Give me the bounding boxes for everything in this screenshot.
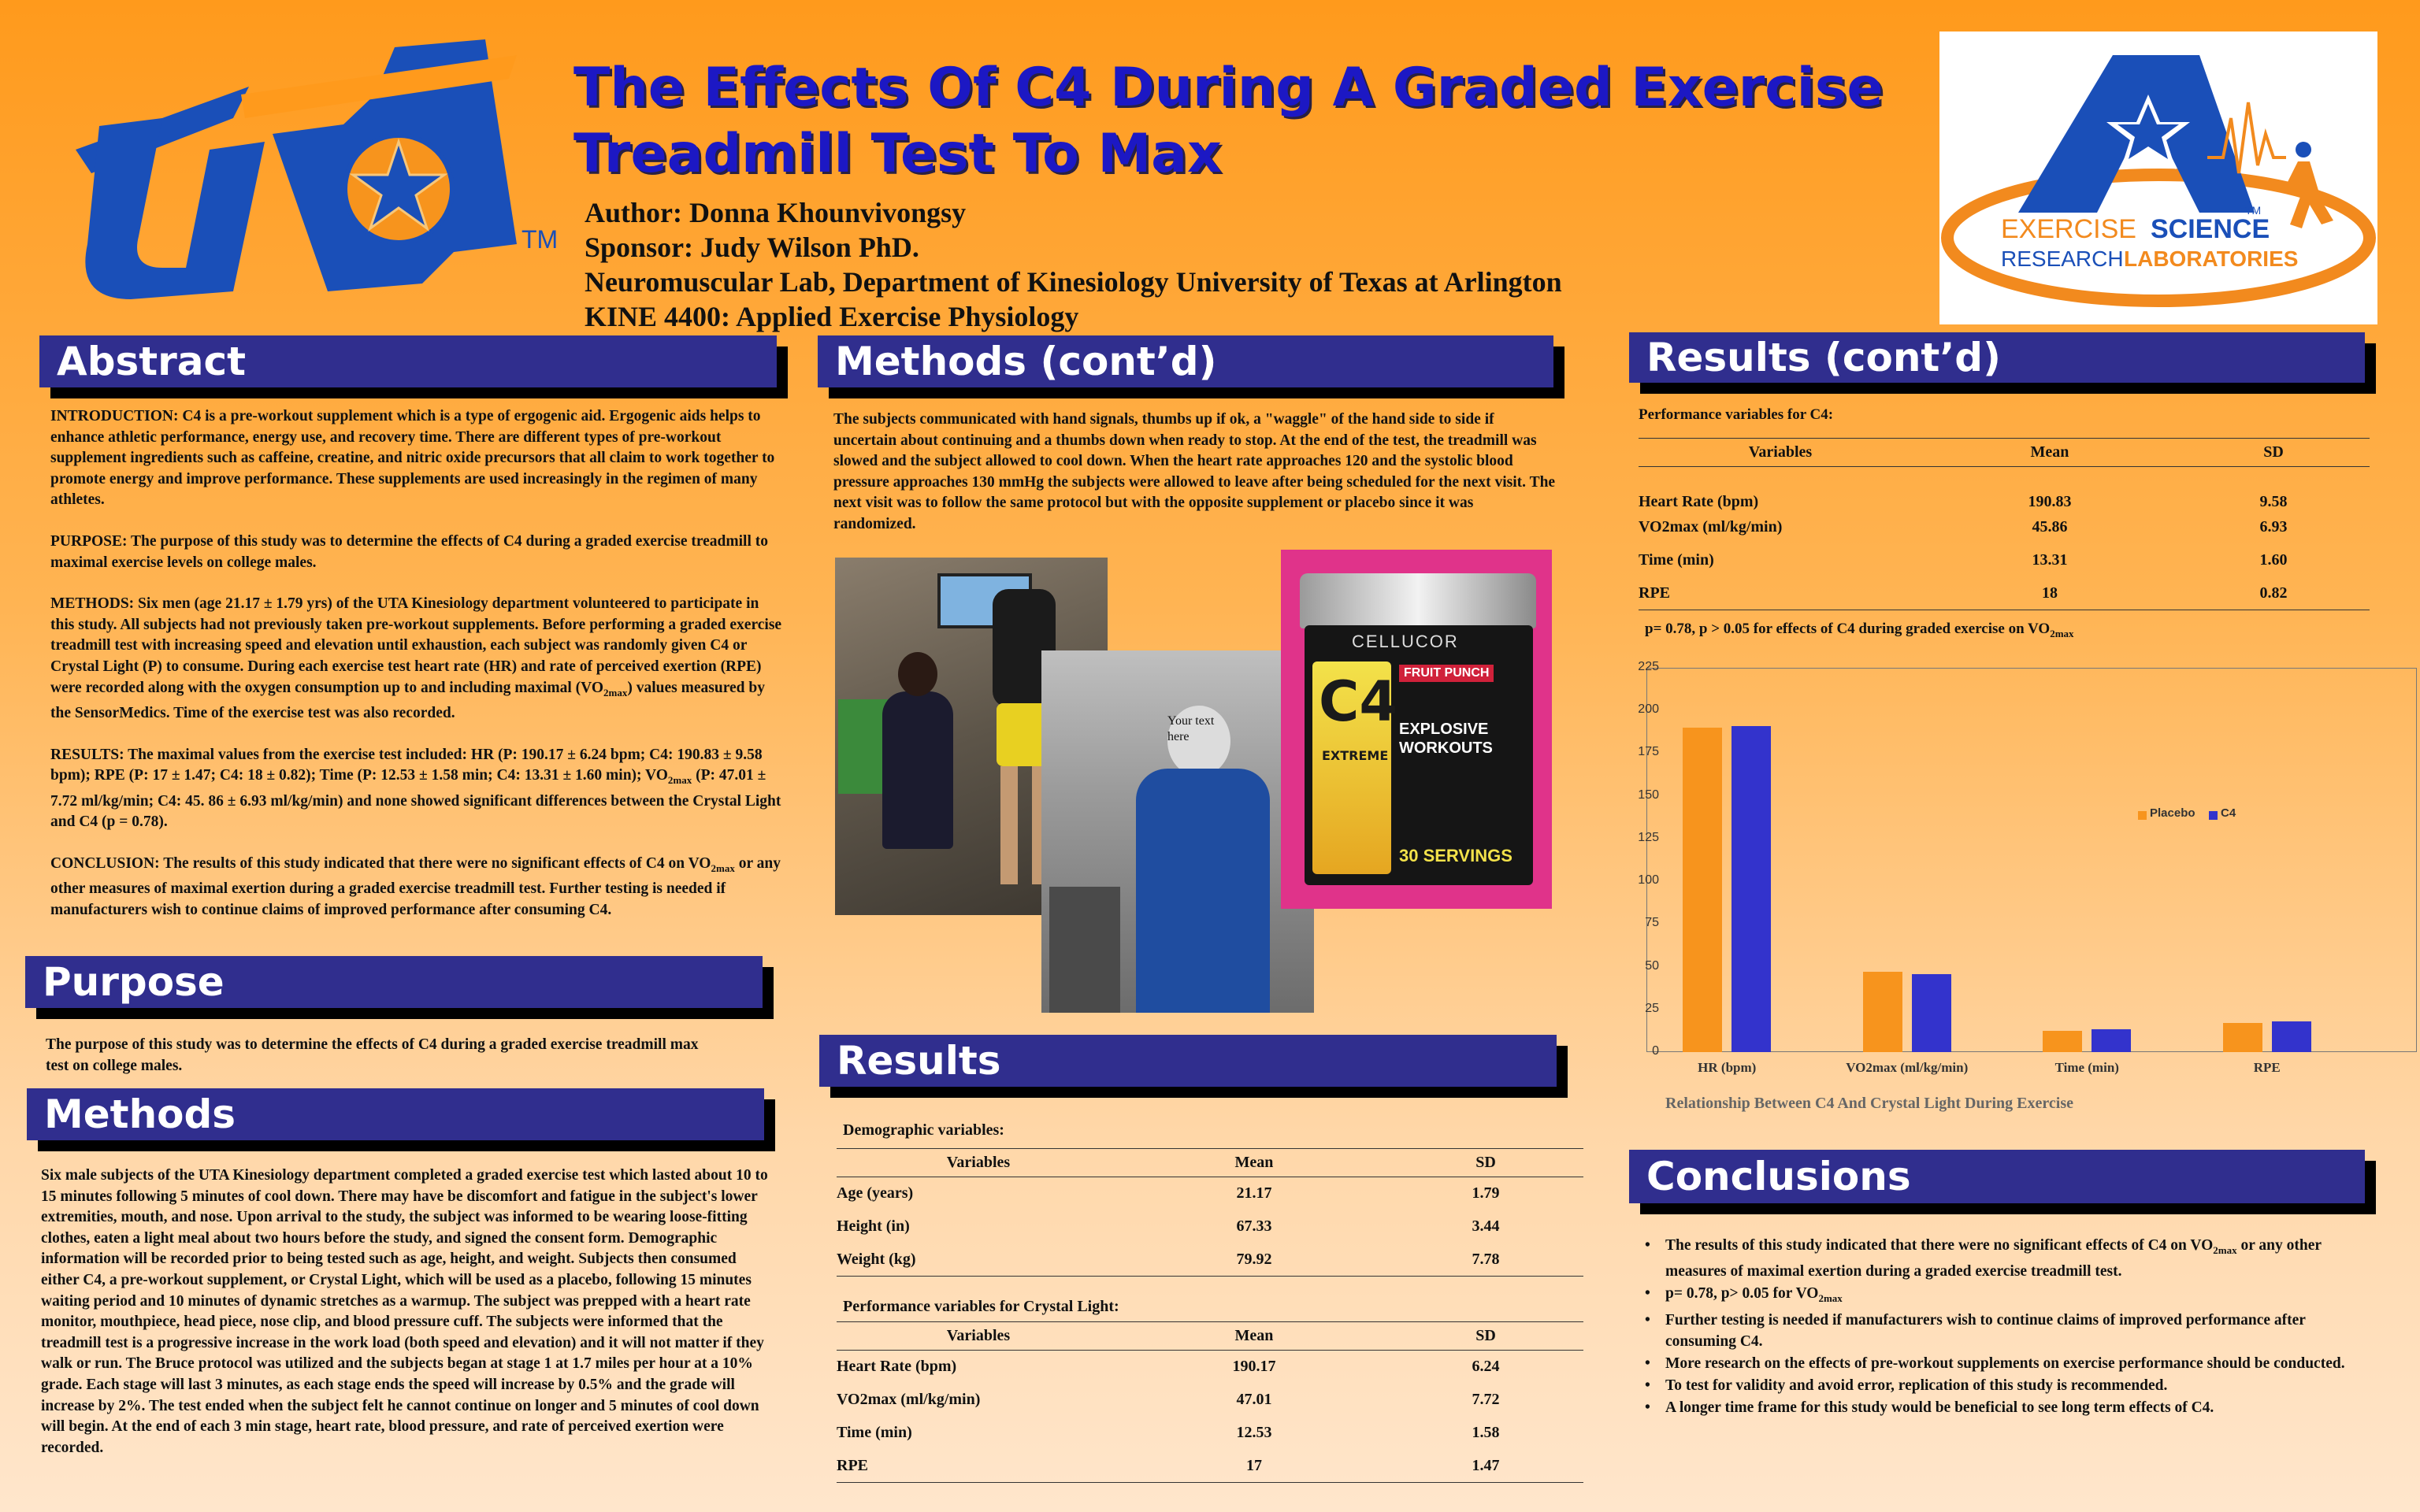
bar-c4-1 (1911, 973, 1951, 1052)
photo-subject-mask: Your text here (1041, 650, 1314, 1013)
methods-contd-body: The subjects communicated with hand sign… (833, 411, 1556, 532)
abstract-purpose: PURPOSE: The purpose of this study was t… (50, 532, 769, 571)
c4-table: Variables Mean SD Heart Rate (bpm) 190.83… (1639, 438, 2370, 610)
y-tick-label: 175 (1638, 745, 1659, 759)
y-tick-label: 100 (1638, 873, 1659, 888)
y-tick-label: 50 (1645, 958, 1659, 973)
abstract-methods: METHODS: Six men (age 21.17 ± 1.79 yrs) … (50, 595, 782, 722)
svg-text:LABORATORIES: LABORATORIES (2124, 246, 2298, 271)
c4-caption: Performance variables for C4: (1639, 406, 1834, 423)
list-item: p= 0.78, p> 0.05 for VO2max (1642, 1283, 2366, 1309)
bar-placebo-1 (1862, 972, 1902, 1052)
table-row: Height (in) 67.33 3.44 (837, 1217, 1500, 1235)
list-item: To test for validity and avoid error, re… (1642, 1375, 2366, 1396)
bar-placebo-2 (2043, 1030, 2083, 1052)
title-line-2: Treadmill Test To Max (573, 123, 1222, 185)
p-value-note: p= 0.78, p > 0.05 for effects of C4 duri… (1645, 621, 2074, 639)
abstract-heading: Abstract (39, 335, 777, 387)
methods-body: Six male subjects of the UTA Kinesiology… (41, 1167, 768, 1456)
legend-swatch-placebo (2138, 811, 2147, 820)
list-item: More research on the effects of pre-work… (1642, 1353, 2366, 1374)
table-row: VO2max (ml/kg/min) 47.01 7.72 (837, 1391, 1500, 1408)
table-row: RPE 17 1.47 (837, 1449, 1583, 1483)
lab: Neuromuscular Lab, Department of Kinesio… (585, 266, 1562, 298)
conclusions-heading: Conclusions (1629, 1150, 2365, 1203)
product-name: C4 (1319, 669, 1398, 734)
y-tick-label: 25 (1645, 1001, 1659, 1015)
bar-c4-0 (1731, 726, 1772, 1052)
table-header-row: Variables Mean SD (837, 1321, 1583, 1351)
crystal-light-caption: Performance variables for Crystal Light: (843, 1298, 1119, 1315)
crystal-light-table: Variables Mean SD Heart Rate (bpm) 190.17… (837, 1321, 1583, 1483)
x-tick-label: Time (min) (2054, 1060, 2119, 1075)
legend-swatch-c4 (2209, 811, 2218, 820)
photo-c4-product: CELLUCOR C4 EXTREME FRUIT PUNCH EXPLOSIV… (1281, 550, 1552, 909)
table-row: VO2max (ml/kg/min) 45.86 6.93 (1639, 518, 2288, 536)
y-tick-label: 150 (1638, 788, 1659, 802)
purpose-body: The purpose of this study was to determi… (46, 1036, 699, 1074)
author: Author: Donna Khounvivongsy (585, 197, 967, 228)
y-tick-label: 75 (1645, 916, 1659, 930)
x-tick-label: HR (bpm) (1698, 1060, 1757, 1075)
results-contd-heading: Results (cont’d) (1629, 332, 2365, 383)
svg-text:SCIENCE: SCIENCE (2151, 214, 2270, 244)
y-tick-label: 125 (1638, 830, 1659, 844)
table-row: Time (min) 13.31 1.60 (1639, 551, 2288, 569)
x-tick-label: VO2max (ml/kg/min) (1846, 1060, 1969, 1075)
table-row: Heart Rate (bpm) 190.83 9.58 (1639, 492, 2288, 510)
demographic-caption: Demographic variables: (843, 1121, 1004, 1139)
author-block: Author: Donna Khounvivongsy Sponsor: Jud… (585, 195, 1687, 334)
chart-caption: Relationship Between C4 And Crystal Ligh… (1665, 1095, 2073, 1112)
table-header-row: Variables Mean SD (837, 1148, 1583, 1177)
svg-text:EXERCISE: EXERCISE (2001, 214, 2136, 244)
product-flavor: FRUIT PUNCH (1399, 665, 1494, 682)
photo-placeholder-text: Your text here (1167, 714, 1215, 743)
table-row: Age (years) 21.17 1.79 (837, 1184, 1500, 1203)
esrl-logo-art: TM EXERCISE SCIENCE RESEARCH LABORATORIE… (1941, 55, 2376, 307)
legend-label-placebo: Placebo (2150, 806, 2195, 820)
y-tick-label: 225 (1638, 660, 1659, 673)
abstract-introduction: INTRODUCTION: C4 is a pre-workout supple… (50, 408, 775, 509)
product-tag: EXPLOSIVE WORKOUTS (1399, 721, 1493, 757)
table-row: Heart Rate (bpm) 190.17 6.24 (837, 1358, 1500, 1376)
poster-title: The Effects Of C4 During A Graded Exerci… (573, 55, 1928, 187)
course: KINE 4400: Applied Exercise Physiology (585, 301, 1079, 332)
table-row: Weight (kg) 79.92 7.78 (837, 1243, 1583, 1277)
svg-text:RESEARCH: RESEARCH (2001, 246, 2124, 271)
product-brand: CELLUCOR (1352, 632, 1459, 651)
legend-label-c4: C4 (2221, 806, 2236, 820)
results-heading: Results (819, 1035, 1557, 1087)
list-item: The results of this study indicated that… (1642, 1235, 2366, 1282)
abstract-results: RESULTS: The maximal values from the exe… (50, 746, 781, 831)
sponsor: Sponsor: Judy Wilson PhD. (585, 232, 919, 263)
table-row: RPE 18 0.82 (1639, 576, 2370, 610)
list-item: Further testing is needed if manufacture… (1642, 1310, 2366, 1352)
y-tick-label: 0 (1652, 1044, 1659, 1058)
product-sub: EXTREME (1322, 748, 1389, 763)
uta-tm: TM (521, 225, 558, 254)
title-line-1: The Effects Of C4 During A Graded Exerci… (573, 57, 1884, 119)
methods-contd-heading: Methods (cont’d) (818, 335, 1553, 387)
table-row: Time (min) 12.53 1.58 (837, 1424, 1500, 1441)
abstract-body: INTRODUCTION: C4 is a pre-workout supple… (50, 406, 783, 942)
bar-placebo-3 (2222, 1023, 2262, 1052)
conclusions-list: The results of this study indicated that… (1642, 1235, 2366, 1419)
list-item: A longer time frame for this study would… (1642, 1397, 2366, 1418)
uta-logo: TM (76, 39, 558, 299)
bar-c4-3 (2271, 1021, 2311, 1052)
x-tick-label: RPE (2253, 1060, 2281, 1075)
demographic-table: Variables Mean SD Age (years) 21.17 1.79 H… (837, 1148, 1583, 1277)
abstract-conclusion: CONCLUSION: The results of this study in… (50, 854, 781, 918)
bar-c4-2 (2092, 1029, 2132, 1052)
methods-heading: Methods (27, 1088, 764, 1140)
bar-placebo-0 (1683, 727, 1723, 1052)
y-tick-label: 200 (1638, 702, 1659, 717)
product-servings: 30 SERVINGS (1399, 846, 1512, 865)
bar-chart-plot-area (1646, 668, 2417, 1052)
esrl-logo: TM EXERCISE SCIENCE RESEARCH LABORATORIE… (1939, 32, 2377, 324)
svg-text:TM: TM (2245, 204, 2261, 217)
purpose-heading: Purpose (25, 956, 763, 1008)
table-header-row: Variables Mean SD (1639, 438, 2370, 467)
